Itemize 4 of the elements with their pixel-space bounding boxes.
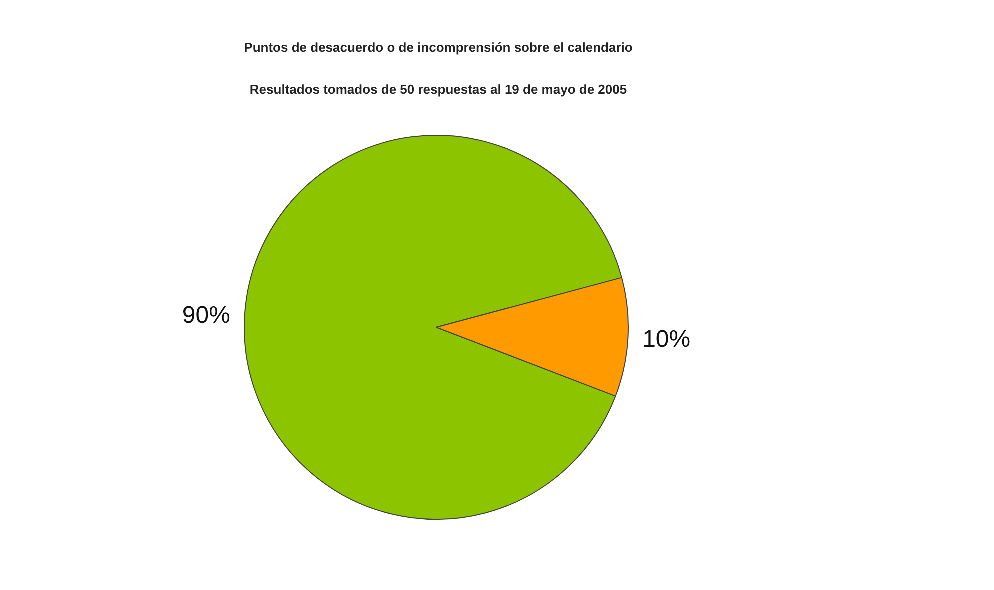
data-label: 90% [182, 302, 230, 329]
chart-subtitle: Resultados tomados de 50 respuestas al 19 de mayo de 2005 [250, 82, 628, 97]
chart-title: Puntos de desacuerdo o de incomprensión sobre el calendario [244, 40, 633, 55]
data-label: 10% [642, 326, 691, 354]
